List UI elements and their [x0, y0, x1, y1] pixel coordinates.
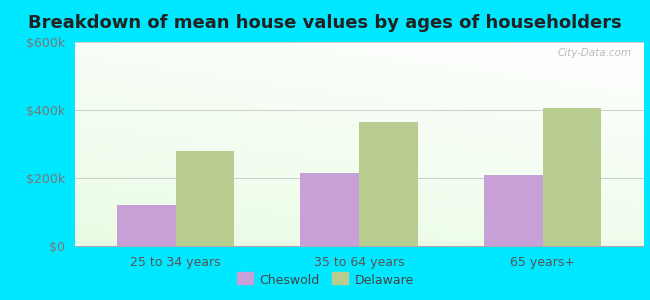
Bar — [176, 151, 235, 246]
Legend: Cheswold, Delaware: Cheswold, Delaware — [233, 270, 417, 291]
Bar — [484, 175, 543, 246]
Text: Breakdown of mean house values by ages of householders: Breakdown of mean house values by ages o… — [28, 14, 622, 32]
Bar — [543, 108, 601, 246]
Text: City-Data.com: City-Data.com — [558, 48, 632, 58]
Bar — [300, 173, 359, 246]
Bar — [359, 122, 418, 246]
Bar — [117, 205, 176, 246]
